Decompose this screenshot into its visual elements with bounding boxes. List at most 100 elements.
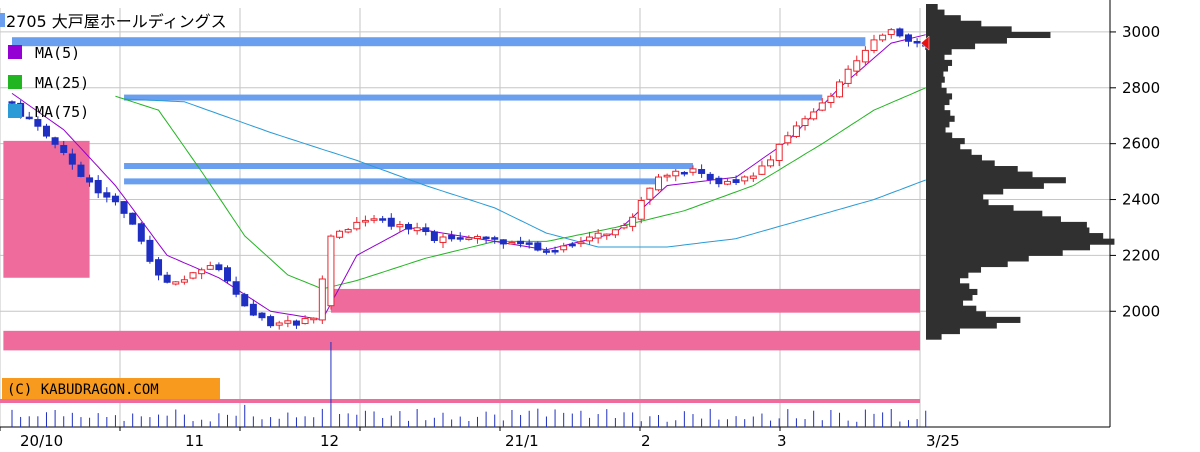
profile-bar-47	[926, 266, 982, 273]
profile-bar-52	[926, 294, 973, 301]
candle-body-58	[508, 241, 516, 245]
candle-body-80	[698, 169, 706, 174]
y-tick-label-3: 2400	[1122, 191, 1160, 209]
x-tick-label-3: 21/1	[505, 432, 539, 450]
profile-bar-57	[926, 322, 997, 329]
candle-body-59	[517, 240, 525, 245]
profile-bar-35	[926, 199, 989, 206]
candle-body-26	[232, 281, 240, 295]
x-axis-ticks: 20/10 11 12 21/1 2 3 3/25	[0, 427, 960, 450]
profile-bar-21	[926, 121, 950, 128]
candle-body-73	[637, 199, 645, 220]
candle-body-83	[723, 180, 731, 185]
profile-bar-8	[926, 48, 952, 55]
candle-body-79	[689, 168, 697, 173]
candle-body-101	[879, 34, 887, 41]
profile-bar-40	[926, 227, 1090, 234]
candle-body-38	[336, 230, 344, 238]
profile-bar-17	[926, 98, 950, 106]
profile-bar-6	[926, 37, 1007, 44]
candle-body-75	[655, 176, 662, 191]
pink-zone-2	[3, 330, 920, 351]
profile-bar-32	[926, 182, 1044, 189]
profile-bar-36	[926, 205, 1014, 212]
candle-body-68	[594, 232, 602, 239]
profile-bar-54	[926, 305, 977, 312]
legend-label-ma5: MA(5)	[35, 44, 80, 62]
candle-body-89	[775, 143, 783, 162]
blue-band-3	[124, 178, 659, 185]
x-tick-label-6: 3/25	[926, 432, 960, 450]
profile-bar-5	[926, 31, 1051, 39]
candle-body-23	[206, 265, 214, 270]
candle-body-37	[327, 235, 335, 307]
candle-body-10	[94, 179, 102, 194]
profile-bar-22	[926, 126, 946, 133]
candles	[8, 27, 930, 330]
candle-body-13	[120, 201, 128, 214]
profile-bar-4	[926, 26, 1012, 33]
candle-body-46	[405, 223, 413, 230]
candle-body-53	[465, 237, 473, 240]
candle-body-63	[551, 249, 559, 253]
profile-bar-3	[926, 20, 982, 27]
profile-bar-14	[926, 82, 942, 89]
x-tick-label-2: 12	[320, 432, 339, 450]
candle-body-56	[491, 237, 499, 240]
candle-body-40	[353, 221, 361, 230]
legend-swatch-ma25	[8, 75, 22, 89]
profile-bar-56	[926, 316, 1021, 323]
candle-body-44	[387, 217, 395, 227]
profile-bar-44	[926, 249, 1063, 256]
candle-body-35	[310, 317, 318, 321]
profile-bar-18	[926, 104, 945, 111]
profile-bar-28	[926, 160, 995, 167]
x-tick-label-4: 2	[641, 432, 651, 450]
profile-bar-23	[926, 132, 953, 139]
profile-bar-45	[926, 255, 1029, 262]
candle-body-64	[560, 245, 568, 251]
candle-body-32	[284, 320, 292, 324]
blue-band-2	[124, 163, 693, 170]
y-tick-label-2: 2600	[1122, 135, 1160, 153]
blue-band-1	[124, 94, 823, 101]
candle-body-39	[344, 229, 352, 233]
candle-body-61	[534, 242, 542, 251]
candle-body-14	[129, 212, 137, 225]
candle-body-49	[430, 231, 438, 242]
candle-body-54	[473, 236, 481, 240]
candle-body-22	[198, 269, 206, 275]
blue-band-0	[12, 37, 866, 47]
candle-body-4	[42, 125, 50, 137]
profile-bar-16	[926, 93, 953, 100]
profile-bar-13	[926, 76, 945, 83]
candle-body-65	[568, 243, 576, 247]
candle-body-105	[913, 41, 921, 44]
pink-zone-1	[330, 288, 920, 313]
candle-body-99	[861, 49, 869, 63]
profile-bar-31	[926, 177, 1066, 184]
candle-body-103	[896, 28, 904, 37]
candle-body-36	[318, 278, 326, 321]
candle-body-91	[792, 125, 800, 137]
profile-bar-1	[926, 9, 945, 16]
profile-bar-10	[926, 59, 953, 66]
profile-bar-48	[926, 272, 969, 279]
profile-bar-24	[926, 138, 965, 145]
profile-bar-19	[926, 110, 951, 117]
candle-body-92	[801, 118, 809, 127]
pink-zone-0	[3, 140, 90, 278]
candle-body-72	[629, 216, 637, 227]
candle-body-96	[836, 81, 844, 98]
candle-body-52	[456, 237, 464, 240]
candle-body-20	[180, 279, 188, 283]
candle-body-60	[525, 242, 533, 245]
profile-bar-33	[926, 188, 1004, 195]
candle-body-77	[672, 170, 680, 177]
profile-bar-15	[926, 87, 947, 94]
candle-body-18	[163, 274, 171, 283]
credit-badge	[2, 378, 220, 399]
y-axis-ticks: 3000 2800 2600 2400 2200 2000	[1110, 23, 1160, 320]
x-tick-label-1: 11	[185, 432, 204, 450]
candle-body-6	[60, 145, 68, 153]
